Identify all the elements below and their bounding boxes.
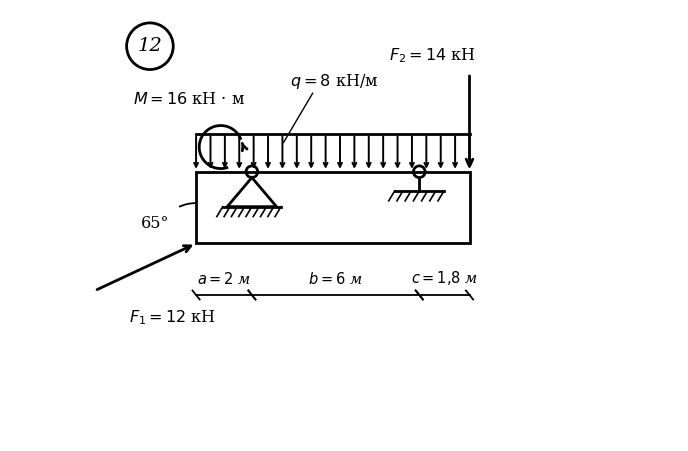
Text: $M = 16$ кН · м: $M = 16$ кН · м: [133, 92, 246, 109]
Text: $F_1 = 12$ кН: $F_1 = 12$ кН: [129, 308, 216, 327]
Text: 12: 12: [138, 37, 162, 55]
Text: $F_2 = 14$ кН: $F_2 = 14$ кН: [389, 46, 476, 64]
Text: $b = 6$ м: $b = 6$ м: [308, 271, 363, 287]
Text: $c = 1{,}8$ м: $c = 1{,}8$ м: [411, 269, 478, 287]
Text: $a = 2$ м: $a = 2$ м: [197, 271, 251, 287]
Text: 65°: 65°: [140, 215, 169, 232]
Text: $q = 8$ кН/м: $q = 8$ кН/м: [290, 72, 378, 91]
